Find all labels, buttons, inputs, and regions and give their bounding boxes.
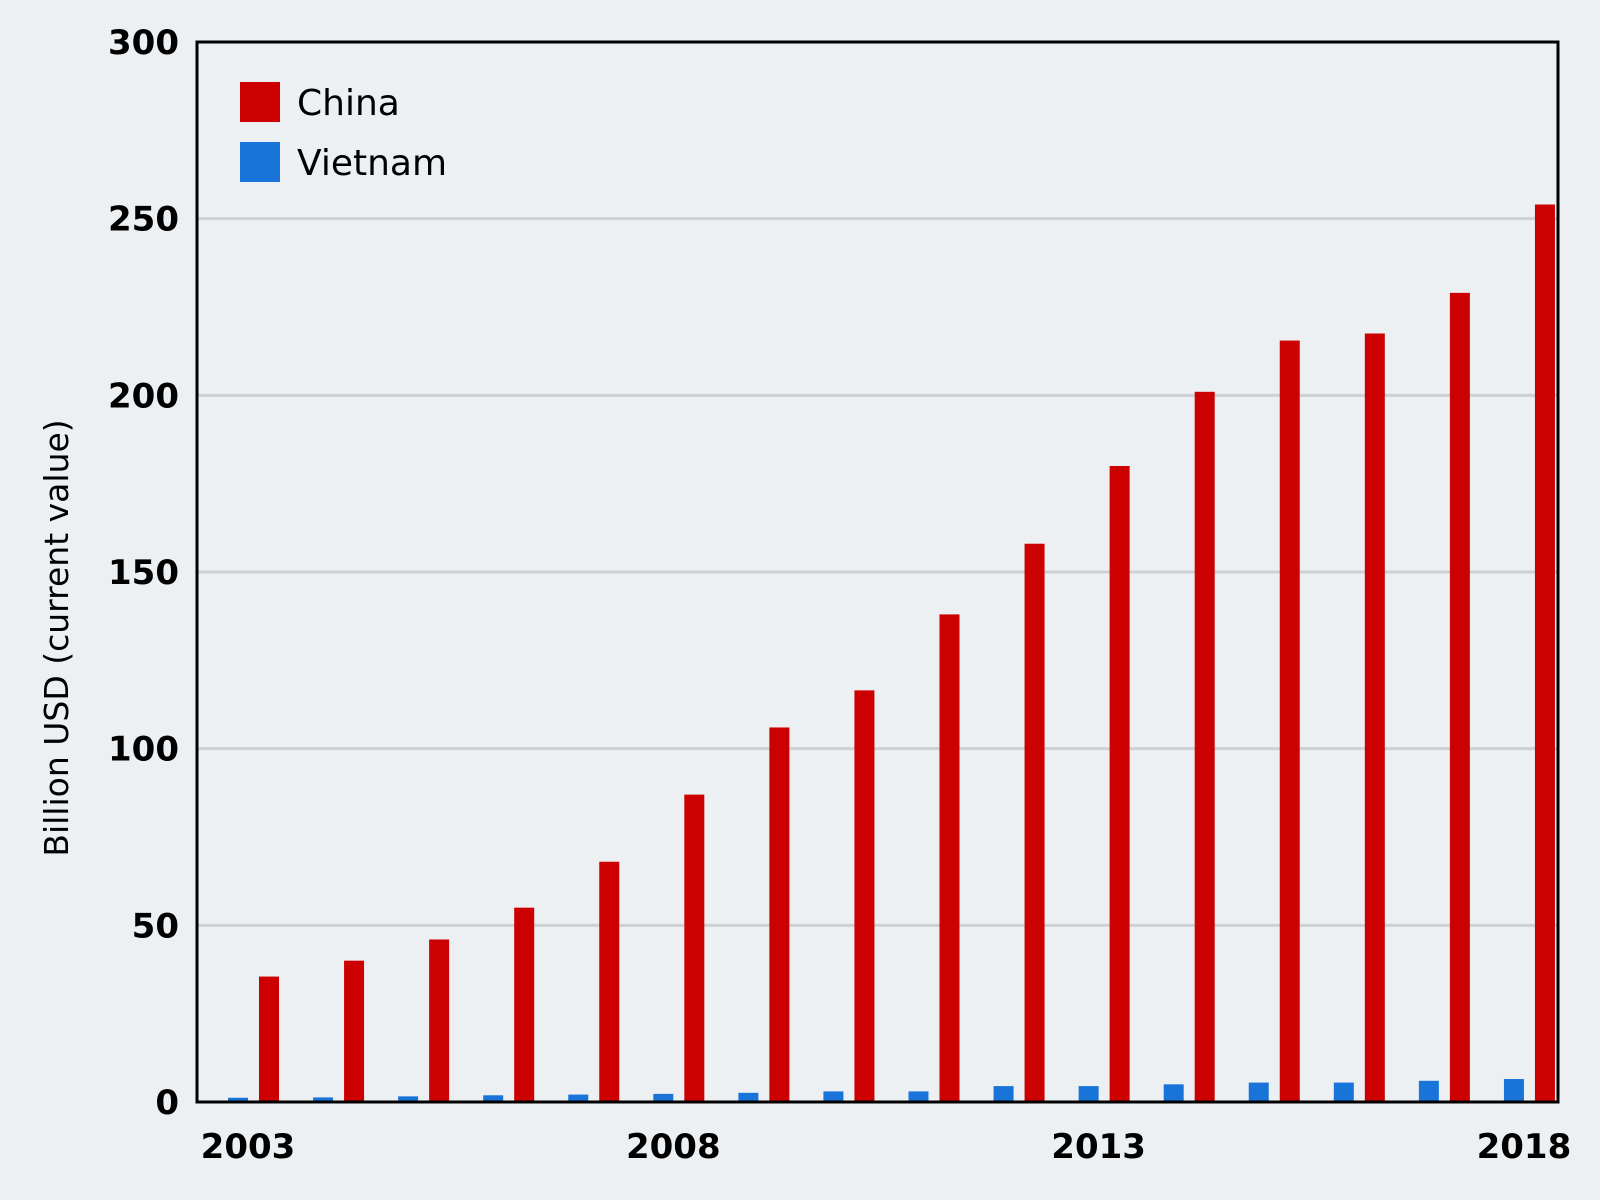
legend: China Vietnam — [240, 82, 447, 184]
bar-china-2014 — [1194, 391, 1215, 1102]
y-tick-label: 100 — [108, 730, 179, 770]
y-tick-label: 200 — [108, 376, 179, 416]
bar-vietnam-2007 — [568, 1094, 589, 1102]
bar-china-2006 — [514, 907, 535, 1102]
legend-label-vietnam: Vietnam — [297, 143, 447, 184]
bar-china-2013 — [1109, 466, 1130, 1102]
bar-vietnam-2003 — [228, 1097, 248, 1102]
legend-label-china: China — [297, 83, 400, 124]
bar-china-2011 — [939, 614, 960, 1102]
gridlines — [197, 217, 1558, 927]
x-axis-ticks: 2003 2008 2013 2018 — [201, 1127, 1572, 1167]
bar-vietnam-2008 — [653, 1093, 674, 1102]
y-tick-label: 50 — [132, 906, 179, 946]
y-axis-ticks: 0 50 100 150 200 250 300 — [108, 23, 179, 1123]
y-axis-title: Billion USD (current value) — [37, 419, 76, 856]
bar-china-2010 — [854, 690, 875, 1102]
bar-china-2015 — [1279, 340, 1300, 1103]
y-tick-label: 0 — [155, 1083, 179, 1123]
y-tick-label: 250 — [108, 200, 179, 240]
legend-swatch-vietnam — [240, 142, 280, 182]
bar-china-2012 — [1024, 543, 1045, 1102]
bar-vietnam-2013 — [1078, 1086, 1099, 1102]
bar-china-2009 — [769, 727, 790, 1102]
bar-vietnam-2012 — [993, 1086, 1014, 1102]
y-tick-label: 150 — [108, 553, 179, 593]
bar-china-2004 — [344, 960, 365, 1102]
bar-china-2007 — [599, 861, 620, 1102]
bar-vietnam-2004 — [313, 1097, 334, 1102]
plot-frame — [195, 40, 1560, 1104]
bar-china-2016 — [1364, 333, 1385, 1102]
bars — [228, 204, 1555, 1103]
x-tick-label: 2008 — [626, 1127, 721, 1167]
bar-vietnam-2005 — [398, 1096, 419, 1102]
bar-vietnam-2018 — [1503, 1079, 1524, 1102]
bar-vietnam-2016 — [1333, 1082, 1354, 1102]
bar-vietnam-2009 — [738, 1092, 759, 1102]
bar-vietnam-2010 — [823, 1091, 844, 1102]
bar-china-2017 — [1449, 292, 1470, 1102]
bar-vietnam-2006 — [483, 1095, 504, 1102]
bar-vietnam-2017 — [1418, 1080, 1439, 1102]
bar-china-2018 — [1534, 204, 1555, 1103]
bar-vietnam-2015 — [1248, 1082, 1269, 1102]
bar-vietnam-2014 — [1163, 1084, 1184, 1102]
x-tick-label: 2003 — [201, 1127, 296, 1167]
bar-china-2005 — [429, 939, 450, 1102]
bar-china-2003 — [259, 976, 279, 1102]
legend-swatch-china — [240, 82, 280, 122]
bar-china-2008 — [684, 794, 705, 1102]
bar-vietnam-2011 — [908, 1091, 929, 1102]
x-tick-label: 2013 — [1051, 1127, 1146, 1167]
x-tick-label: 2018 — [1477, 1127, 1572, 1167]
y-tick-label: 300 — [108, 23, 179, 63]
